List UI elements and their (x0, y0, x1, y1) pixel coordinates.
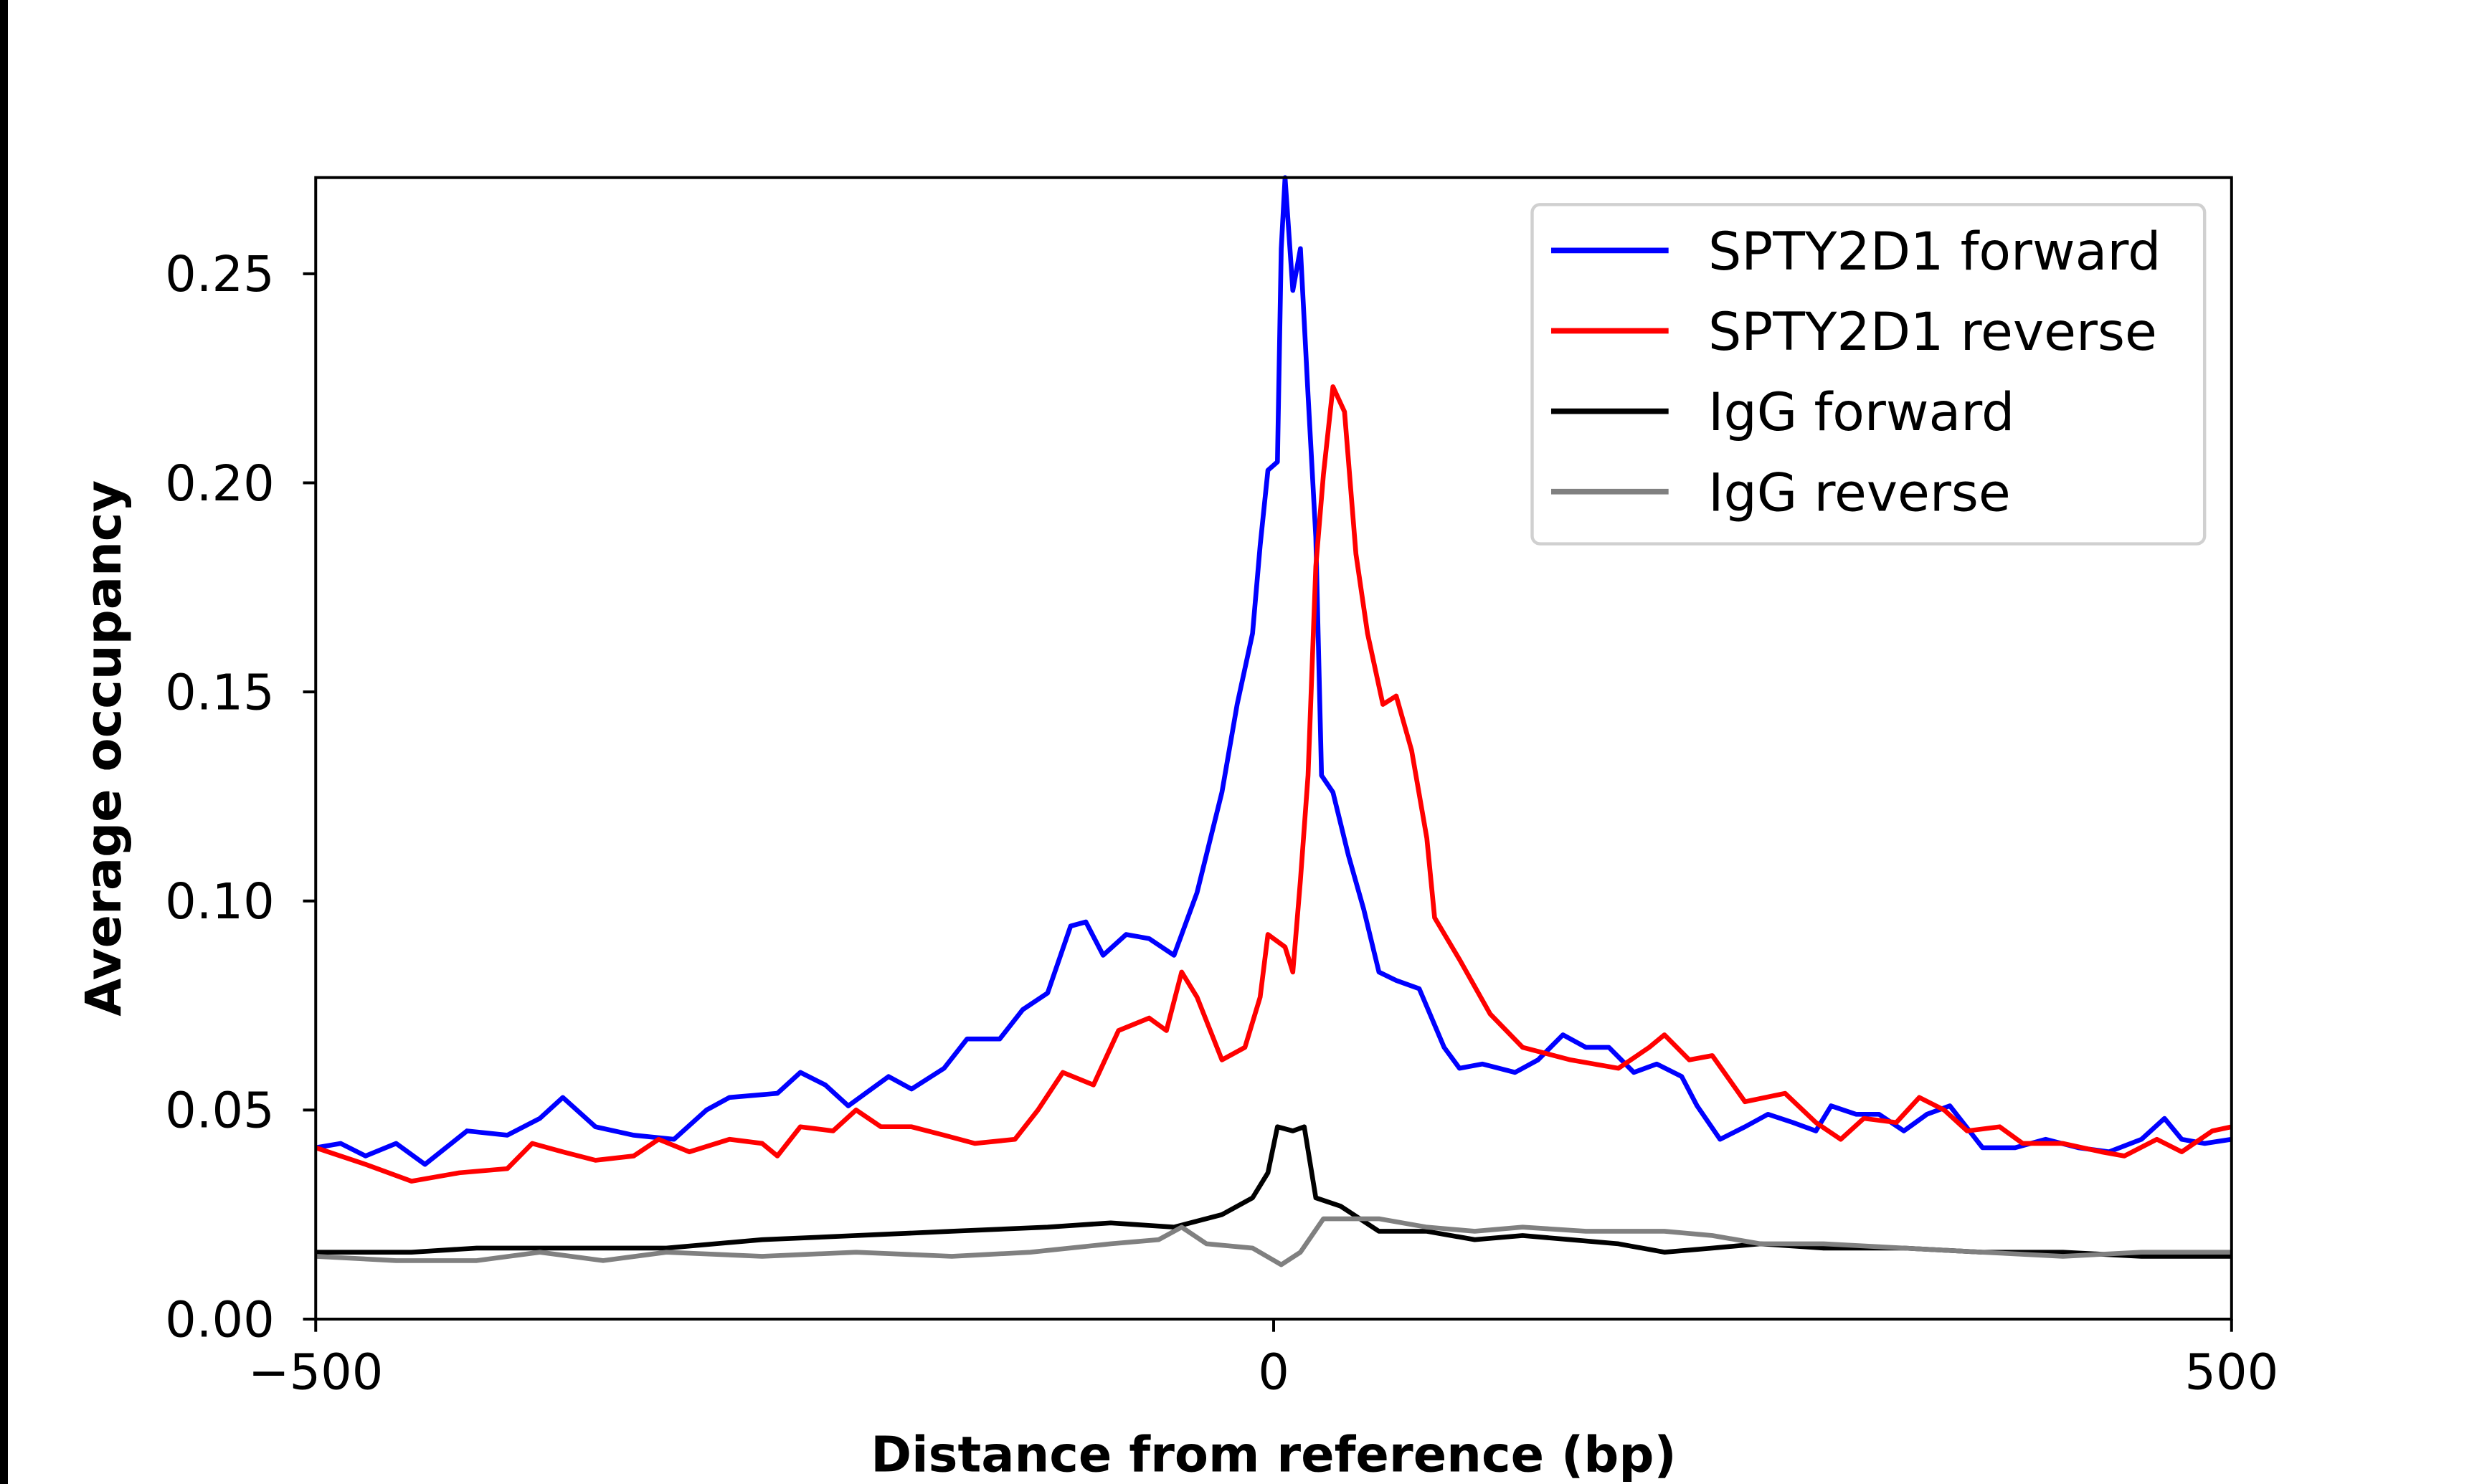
legend-box (1530, 203, 2207, 546)
legend: SPTY2D1 forward SPTY2D1 reverse IgG forwar… (1530, 203, 2207, 546)
y-tick-label: 0.15 (165, 664, 275, 721)
series-line-igg-reverse (316, 1216, 2232, 1267)
y-tick-label: 0.25 (165, 246, 275, 303)
ticks-layer: −500 0 500 0.00 0.05 0.10 0.15 0.20 0.25 (165, 246, 2278, 1401)
y-tick-label: 0.05 (165, 1083, 275, 1140)
y-axis-label: Average occupancy (75, 480, 133, 1017)
y-tick-label: 0.10 (165, 873, 275, 931)
x-axis-label: Distance from reference (bp) (871, 1426, 1677, 1483)
x-tick-label: −500 (248, 1343, 383, 1401)
x-tick-label: 500 (2184, 1343, 2278, 1401)
series-line-igg-forward (316, 1124, 2232, 1259)
series-line-spty2d1-forward (315, 175, 2232, 1167)
series-line-spty2d1-reverse (315, 384, 2232, 1184)
x-tick-label: 0 (1258, 1343, 1289, 1401)
legend-label: IgG forward (1708, 382, 2014, 443)
y-tick-label: 0.20 (165, 455, 275, 513)
legend-label: SPTY2D1 reverse (1708, 302, 2157, 363)
legend-label: IgG reverse (1708, 462, 2011, 523)
legend-label: SPTY2D1 forward (1708, 222, 2161, 282)
series-layer (315, 175, 2232, 1267)
left-edge-border (0, 0, 8, 1484)
y-tick-label: 0.00 (165, 1291, 275, 1349)
